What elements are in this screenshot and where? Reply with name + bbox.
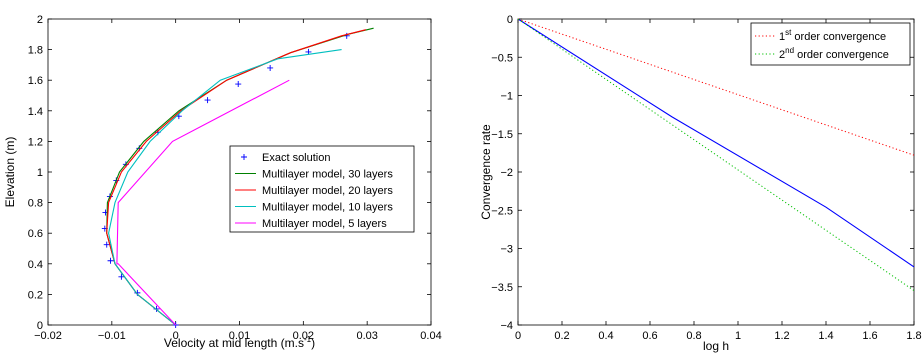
left-y-tick-label: 2 [37, 14, 43, 26]
left-y-tick-label: 1.2 [28, 136, 43, 148]
right-y-tick-label: −4 [500, 320, 513, 332]
velocity-profile-chart: −0.02 −0.01 0 0.01 0.02 0.03 0.04 0 0.2 0.4 0.6 0.8… [3, 14, 442, 350]
right-x-tick-label: 1.6 [862, 330, 877, 342]
right-x-tick-label: 1 [735, 330, 741, 342]
left-legend-entry: Multilayer model, 30 layers [262, 169, 393, 181]
left-series-0-point [204, 97, 211, 104]
left-series-0-point [118, 273, 125, 280]
right-x-tick-label: 0.8 [686, 330, 701, 342]
left-y-tick-label: 0 [37, 320, 43, 332]
right-series-2-line [517, 18, 915, 292]
left-legend: Exact solution Multilayer model, 30 layer… [229, 145, 415, 233]
left-y-axis-label: Elevation (m) [3, 137, 17, 208]
right-legend-entry: 1st order convergence [779, 28, 886, 43]
left-legend-entry: Multilayer model, 20 layers [262, 185, 393, 197]
left-x-tick-label: 0.04 [420, 330, 441, 342]
left-legend-entry: Exact solution [262, 152, 330, 164]
right-x-tick-label: 0 [515, 330, 521, 342]
left-series-0-point [103, 241, 110, 248]
left-legend-entry: Multilayer model, 10 layers [262, 202, 393, 214]
right-y-tick-label: −1 [500, 91, 513, 103]
right-x-tick-label: 0.6 [642, 330, 657, 342]
left-series-0-point [267, 64, 274, 71]
left-x-axis-label: Velocity at mid length (m.s-1) [164, 335, 315, 350]
right-legend: 1st order convergence 2nd order convergen… [750, 22, 911, 66]
left-y-tick-label: 0.4 [28, 259, 43, 271]
left-series-3-line [108, 49, 342, 326]
left-x-tick-label: 0.02 [293, 330, 314, 342]
left-x-tick-label: 0 [173, 330, 179, 342]
left-y-tick-label: 1.4 [28, 106, 43, 118]
right-x-tick-label: 0.2 [554, 330, 569, 342]
left-x-tick-label: −0.02 [34, 330, 62, 342]
right-x-tick-label: 1.8 [906, 330, 921, 342]
left-series-4-line [116, 79, 290, 326]
right-y-tick-label: 0 [507, 14, 513, 26]
right-x-axis-label: log h [703, 339, 729, 353]
right-y-tick-label: −2 [500, 167, 513, 179]
right-y-tick-label: −1.5 [491, 129, 513, 141]
left-x-tick-label: −0.01 [98, 330, 126, 342]
left-y-tick-label: 0.8 [28, 198, 43, 210]
right-series-0-line [517, 18, 915, 268]
left-y-tick-label: 1 [37, 167, 43, 179]
left-series-0-point [153, 305, 160, 312]
right-x-tick-label: 1.2 [774, 330, 789, 342]
right-y-tick-label: −3 [500, 244, 513, 256]
convergence-chart: 0 0.2 0.4 0.6 0.8 1 1.2 1.4 1.6 1.8 0 −0.5 −1 −1.5 −2 −… [479, 14, 922, 353]
right-y-tick-label: −3.5 [491, 282, 513, 294]
left-y-tick-label: 0.2 [28, 289, 43, 301]
right-series-1-line [517, 18, 915, 156]
left-series-0-point [235, 81, 242, 88]
left-y-tick-label: 0.6 [28, 228, 43, 240]
right-y-tick-label: −2.5 [491, 205, 513, 217]
right-x-tick-label: 0.4 [598, 330, 613, 342]
right-y-tick-label: −0.5 [491, 52, 513, 64]
left-x-tick-label: 0.01 [229, 330, 250, 342]
left-series-0-point [107, 257, 114, 264]
left-legend-swatch [241, 154, 247, 160]
left-x-tick-label: 0.03 [356, 330, 377, 342]
right-x-tick-label: 1.4 [818, 330, 833, 342]
left-legend-entry: Multilayer model, 5 layers [262, 218, 387, 230]
left-legend-box [229, 145, 415, 233]
right-y-axis-label: Convergence rate [479, 124, 493, 220]
left-y-tick-label: 1.6 [28, 75, 43, 87]
right-legend-entry: 2nd order convergence [779, 46, 889, 61]
left-y-tick-label: 1.8 [28, 45, 43, 57]
right-legend-box [750, 22, 911, 66]
